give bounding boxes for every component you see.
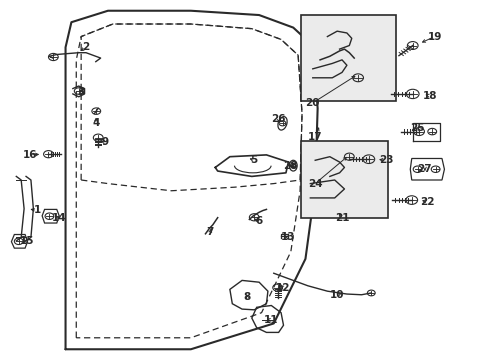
Text: 23: 23 (378, 155, 392, 165)
Text: 11: 11 (264, 315, 278, 325)
Text: 10: 10 (329, 290, 344, 300)
Text: 15: 15 (20, 236, 35, 246)
Text: 18: 18 (422, 91, 436, 101)
Text: 28: 28 (283, 161, 298, 171)
Text: 3: 3 (78, 87, 84, 97)
Text: 21: 21 (334, 213, 348, 222)
Text: 19: 19 (427, 32, 441, 41)
Text: 20: 20 (305, 98, 319, 108)
Text: 9: 9 (102, 138, 109, 147)
Text: 16: 16 (22, 150, 37, 160)
Text: 17: 17 (307, 132, 322, 142)
Text: 24: 24 (307, 179, 322, 189)
Text: 2: 2 (82, 42, 89, 52)
Text: 5: 5 (250, 155, 257, 165)
Text: 27: 27 (417, 164, 431, 174)
Text: 22: 22 (419, 197, 434, 207)
Text: 7: 7 (206, 227, 214, 237)
Text: 12: 12 (276, 283, 290, 293)
Text: 8: 8 (243, 292, 250, 302)
Bar (300, 15, 395, 101)
Text: 1: 1 (34, 206, 41, 216)
Text: 14: 14 (52, 213, 66, 222)
Text: 25: 25 (409, 123, 424, 133)
Bar (300, 140, 387, 218)
Text: 6: 6 (255, 216, 262, 226)
Text: 26: 26 (271, 114, 285, 124)
Text: 4: 4 (92, 118, 99, 128)
Text: 13: 13 (281, 232, 295, 242)
